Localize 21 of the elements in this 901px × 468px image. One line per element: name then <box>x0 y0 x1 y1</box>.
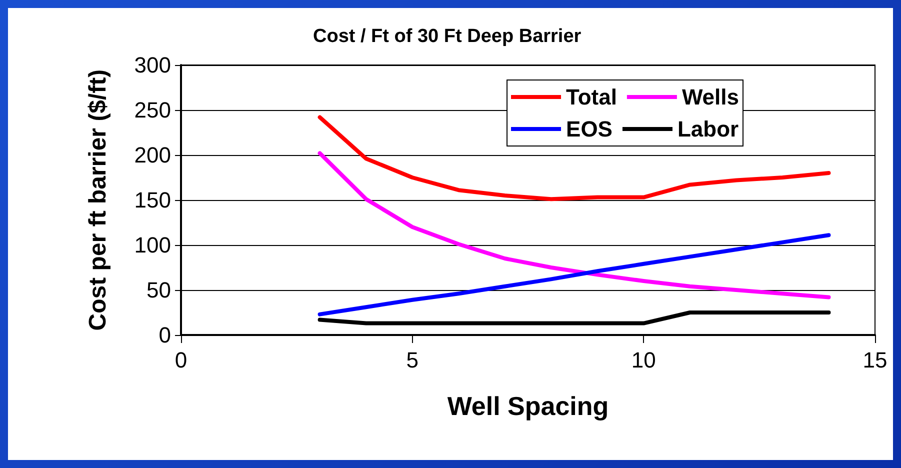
line-series <box>318 115 831 202</box>
y-tick-label: 50 <box>146 278 171 302</box>
y-tick-label: 300 <box>134 52 171 78</box>
y-tick-label: 150 <box>134 188 171 212</box>
x-tick-label: 15 <box>862 348 888 372</box>
x-tick-label: 0 <box>174 348 188 372</box>
legend-label: EOS <box>566 116 612 142</box>
y-tick-label: 0 <box>158 322 171 348</box>
legend-label: Wells <box>682 84 739 110</box>
y-tick-label: 250 <box>134 98 171 122</box>
y-tick-label: 100 <box>134 232 171 258</box>
y-axis-title: Cost per ft barrier ($/ft) <box>84 69 112 331</box>
legend-label: Total <box>566 84 617 110</box>
x-tick-label: 5 <box>406 348 418 372</box>
x-tick-label: 10 <box>631 348 656 372</box>
legend-label: Labor <box>677 116 740 142</box>
line-series <box>318 151 831 300</box>
line-series <box>318 233 831 316</box>
x-axis-title: Well Spacing <box>447 391 609 421</box>
chart-title: Cost / Ft of 30 Ft Deep Barrier <box>313 26 582 47</box>
y-tick-label: 200 <box>134 142 171 168</box>
